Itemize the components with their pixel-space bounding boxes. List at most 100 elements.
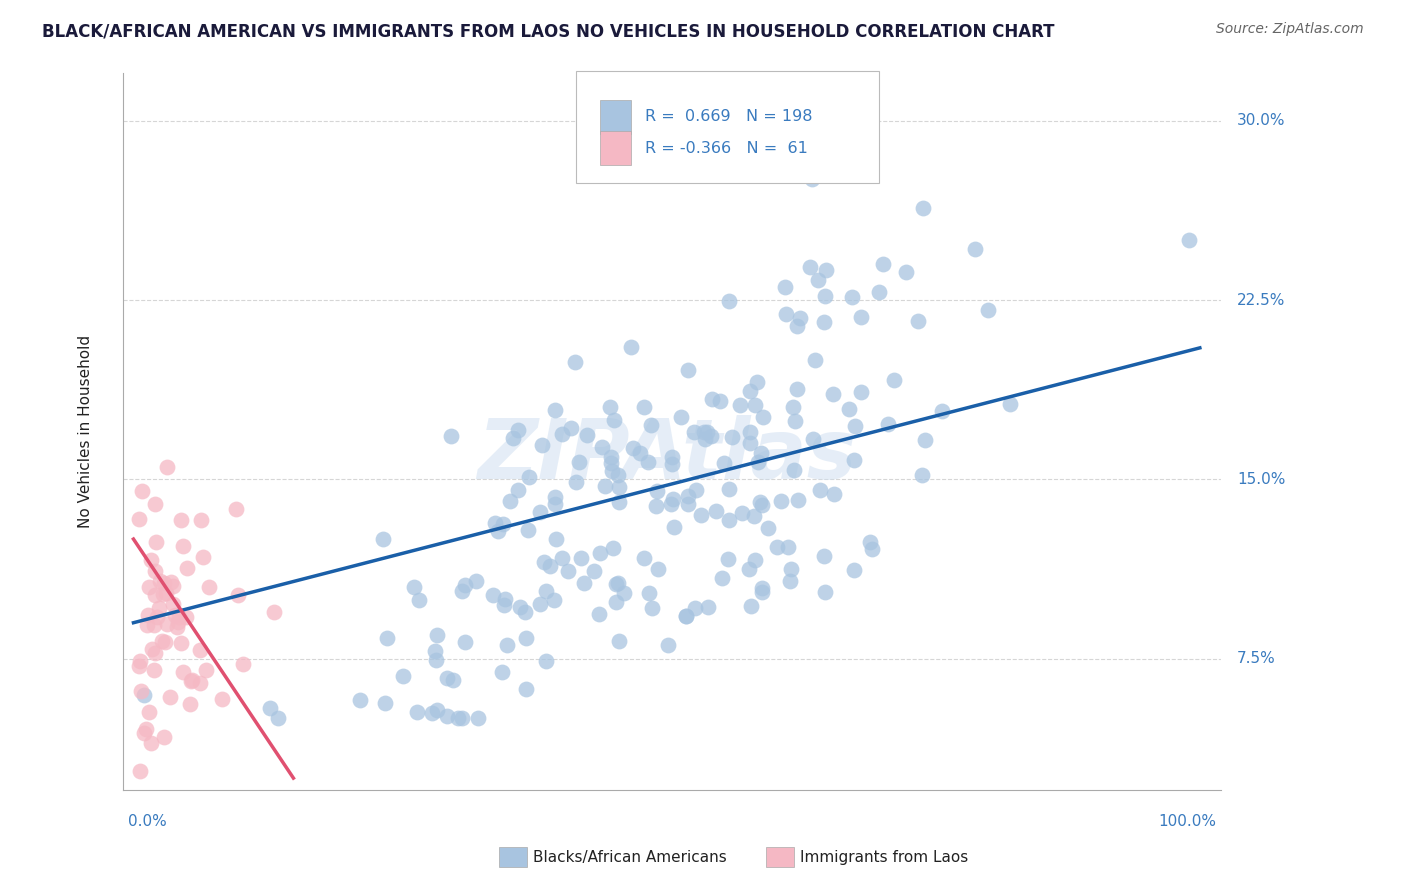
Point (131, 684, 153, 698)
Point (136, 608, 159, 623)
Point (841, 290, 863, 304)
Point (738, 425, 761, 440)
Point (700, 429, 723, 443)
Point (801, 432, 824, 446)
Point (145, 535, 167, 549)
Point (176, 560, 198, 574)
Point (807, 273, 830, 287)
Point (143, 564, 166, 578)
Point (786, 492, 808, 507)
Text: 100.0%: 100.0% (1159, 814, 1216, 829)
Point (606, 468, 628, 483)
Point (145, 646, 167, 660)
Point (804, 352, 827, 367)
Point (693, 425, 716, 439)
Point (143, 588, 166, 602)
Point (509, 599, 531, 614)
Point (529, 597, 551, 611)
Point (436, 671, 458, 685)
Point (155, 586, 177, 600)
Point (823, 487, 845, 501)
Point (406, 705, 429, 719)
Point (150, 633, 173, 648)
Point (436, 709, 458, 723)
Point (143, 497, 166, 511)
Point (166, 615, 188, 629)
Point (180, 673, 202, 687)
Point (641, 601, 664, 615)
Point (538, 559, 561, 574)
Point (546, 532, 568, 546)
Point (441, 673, 464, 688)
Point (529, 505, 551, 519)
Point (543, 592, 565, 607)
Point (702, 392, 724, 406)
Point (134, 688, 156, 702)
Point (134, 725, 156, 739)
Point (657, 638, 679, 652)
Point (645, 499, 668, 513)
Point (779, 574, 801, 588)
Point (420, 706, 443, 720)
Point (515, 682, 537, 697)
Point (568, 455, 591, 469)
Point (740, 436, 762, 450)
Point (717, 552, 740, 566)
Point (375, 631, 398, 645)
Point (907, 314, 929, 328)
Point (146, 610, 169, 624)
Point (799, 260, 821, 274)
Point (170, 513, 193, 527)
Point (783, 463, 806, 477)
Point (467, 711, 489, 725)
Point (589, 546, 612, 560)
Point (225, 501, 247, 516)
Point (751, 409, 773, 424)
Point (153, 575, 176, 590)
Point (162, 579, 184, 593)
Point (600, 464, 623, 478)
Point (605, 577, 627, 591)
Point (502, 431, 524, 445)
Point (678, 489, 700, 503)
Point (544, 497, 567, 511)
Point (572, 575, 595, 590)
Point (128, 764, 150, 778)
Point (696, 425, 718, 439)
Point (637, 455, 659, 469)
Point (515, 605, 537, 619)
Point (678, 497, 700, 511)
Point (582, 564, 605, 578)
Point (374, 697, 396, 711)
Point (516, 523, 538, 537)
Point (599, 450, 621, 464)
Point (789, 311, 811, 326)
Point (564, 355, 586, 369)
Point (180, 673, 202, 688)
Point (782, 400, 804, 414)
Text: R = -0.366   N =  61: R = -0.366 N = 61 (645, 141, 808, 155)
Point (190, 513, 212, 527)
Point (565, 475, 588, 490)
Point (717, 512, 740, 526)
Point (605, 595, 627, 609)
Point (450, 711, 472, 725)
Point (426, 703, 449, 717)
Point (730, 507, 752, 521)
Point (823, 387, 845, 401)
Point (139, 552, 162, 566)
Point (808, 483, 831, 497)
Point (607, 633, 630, 648)
Point (693, 432, 716, 446)
Point (408, 592, 430, 607)
Point (531, 438, 554, 452)
Point (638, 586, 661, 600)
Point (685, 483, 707, 498)
Point (544, 402, 567, 417)
Text: No Vehicles in Household: No Vehicles in Household (77, 335, 93, 528)
Point (633, 551, 655, 566)
Point (998, 397, 1021, 411)
Point (883, 373, 905, 387)
Point (499, 494, 522, 508)
Point (425, 628, 447, 642)
